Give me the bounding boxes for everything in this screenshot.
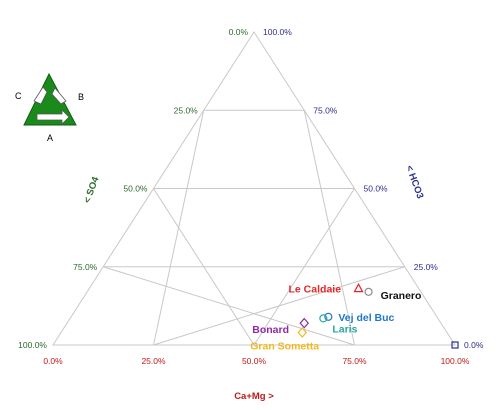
label-gran-sometta: Gran Sometta: [250, 340, 319, 352]
legend-arrow-bottom: [36, 109, 70, 125]
axis-title-hco3: < HCO3: [403, 164, 425, 200]
tick-so4: 100.0%: [18, 340, 47, 350]
tick-hco3: 50.0%: [364, 184, 389, 194]
grid-line-left-1: [153, 188, 255, 346]
grid-line-left-2: [103, 266, 355, 346]
grid-line-right-2: [303, 110, 355, 346]
tick-hco3: 75.0%: [313, 105, 338, 115]
point-granero: [364, 287, 373, 296]
tick-camg: 50.0%: [242, 356, 267, 366]
legend-label-b: B: [78, 92, 84, 102]
label-bonard: Bonard: [252, 324, 289, 336]
tick-so4: 0.0%: [229, 27, 249, 37]
point-bonard: [299, 317, 310, 329]
axis-title-camg: Ca+Mg >: [234, 391, 274, 402]
legend-label-c: C: [15, 91, 22, 101]
grid: [52, 31, 456, 346]
tick-so4: 25.0%: [174, 105, 199, 115]
label-laris: Laris: [332, 323, 357, 335]
tick-camg: 75.0%: [342, 356, 367, 366]
legend-arrow-left: [33, 86, 48, 105]
axis-title-so4: < SO4: [82, 175, 102, 205]
tick-hco3: 25.0%: [414, 262, 439, 272]
tick-camg: 25.0%: [141, 356, 166, 366]
point-laris: [319, 314, 328, 323]
tick-so4: 50.0%: [123, 184, 148, 194]
tick-hco3: 0.0%: [464, 340, 484, 350]
legend-arrow-right: [51, 87, 67, 105]
label-granero: Granero: [381, 290, 422, 302]
label-le-caldaie: Le Caldaie: [289, 284, 342, 296]
point-vej-del-buc: [324, 312, 333, 321]
ternary-legend-icon: C B A: [15, 72, 84, 143]
tick-camg: 0.0%: [43, 356, 63, 366]
point-gran-sometta: [297, 327, 308, 338]
tick-camg: 100.0%: [441, 356, 470, 366]
legend-label-a: A: [47, 133, 53, 143]
data-points: [297, 282, 459, 349]
tick-hco3: 100.0%: [263, 27, 292, 37]
axis-titles: < SO4 < HCO3 Ca+Mg >: [82, 164, 426, 402]
label-vej-del-buc: Vej del Buc: [338, 312, 394, 324]
tick-so4: 75.0%: [73, 262, 98, 272]
point-le-caldaie: [353, 282, 364, 293]
point-corner-point: [451, 341, 459, 349]
tick-labels: 0.0% 25.0% 50.0% 75.0% 100.0% 100.0% 75.0% 50.0…: [18, 27, 484, 366]
